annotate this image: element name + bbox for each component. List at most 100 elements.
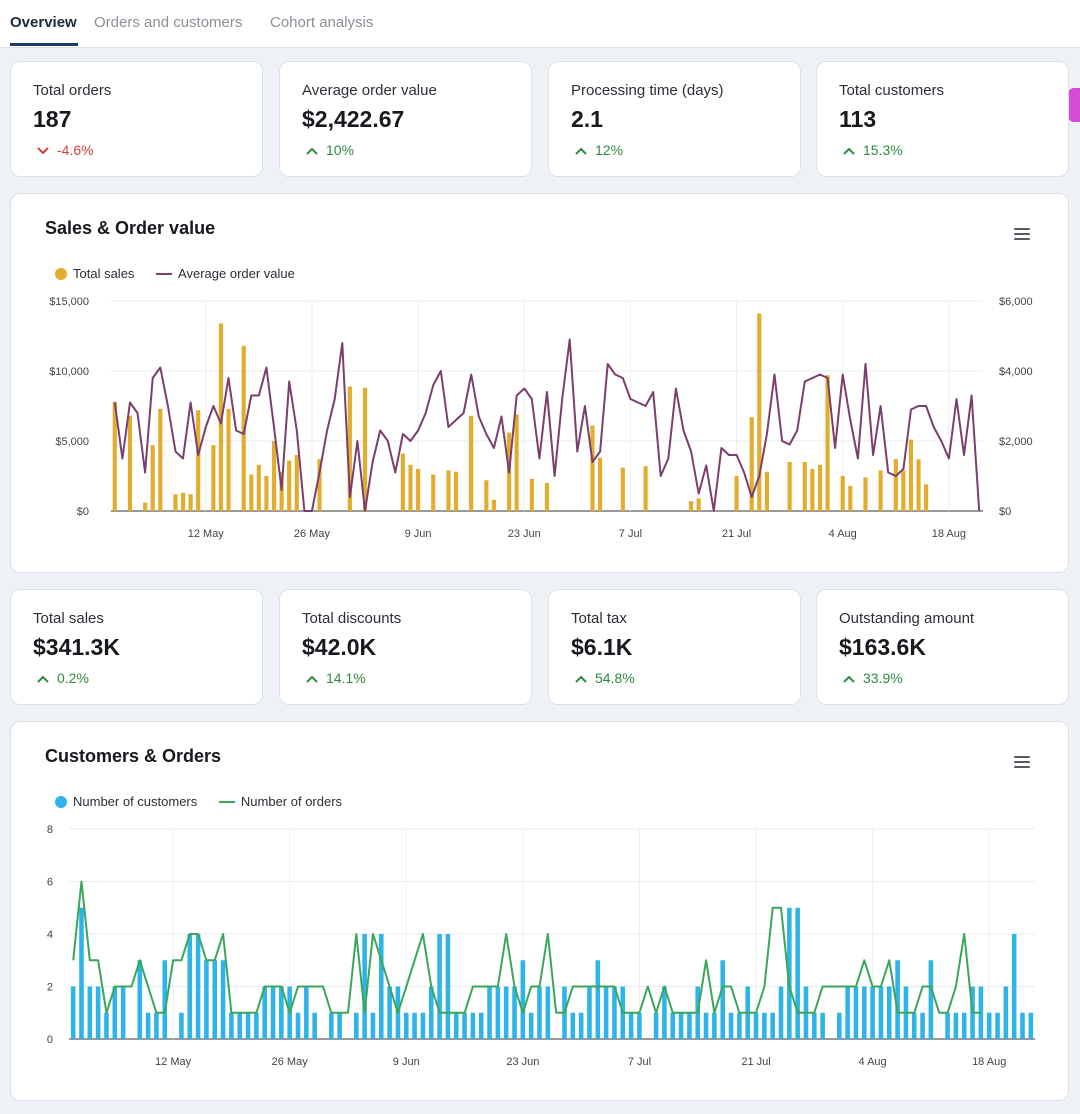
kpi-value: $42.0K: [302, 634, 377, 660]
bar: [678, 1012, 684, 1039]
bar: [329, 1012, 334, 1039]
kpi-value: 187: [33, 106, 72, 132]
series-line: [113, 338, 981, 512]
tab-cohort-analysis[interactable]: Cohort analysis: [270, 14, 374, 31]
bar: [603, 986, 609, 1039]
legend-item-total-sales[interactable]: Total sales: [55, 266, 134, 281]
bar: [687, 1012, 692, 1039]
bar: [470, 1012, 476, 1039]
kpi-delta: 54.8%: [575, 670, 635, 686]
bar: [104, 1012, 109, 1039]
kpi-label: Outstanding amount: [839, 610, 975, 627]
x-tick-label: 4 Aug: [859, 1056, 887, 1068]
chart-legend: Total sales Average order value: [55, 266, 313, 281]
bar: [544, 483, 550, 511]
active-tab-indicator: [10, 43, 78, 46]
kpi-label: Total customers: [839, 82, 945, 99]
y-right-tick-label: $2,000: [999, 436, 1033, 448]
bar: [179, 1012, 184, 1039]
legend-dot-icon: [55, 796, 67, 808]
legend-item-average-order-value[interactable]: Average order value: [156, 266, 295, 281]
y-tick-label: 8: [47, 824, 53, 836]
y-tick-label: $5,000: [55, 436, 89, 448]
legend-item-number-of-orders[interactable]: Number of orders: [218, 794, 342, 809]
bar: [127, 415, 133, 511]
bar: [1020, 1012, 1025, 1039]
bar: [95, 986, 101, 1039]
bar: [520, 960, 526, 1039]
bar: [696, 498, 701, 511]
bar: [120, 986, 126, 1039]
bar: [412, 1012, 417, 1039]
hamburger-menu-icon[interactable]: [1014, 228, 1030, 240]
bar: [840, 476, 845, 511]
x-tick-label: 26 May: [272, 1056, 309, 1068]
top-tab-bar: Overview Orders and customers Cohort ana…: [0, 0, 1080, 48]
legend-label: Average order value: [178, 266, 295, 281]
bar: [787, 462, 792, 511]
hamburger-menu-icon[interactable]: [1014, 756, 1030, 768]
bar: [628, 1012, 634, 1039]
bar: [347, 386, 352, 511]
kpi-value: 2.1: [571, 106, 603, 132]
kpi-delta: 12%: [575, 142, 623, 158]
arrow-up-icon: [37, 670, 51, 686]
kpi-total-tax: Total tax $6.1K 54.8%: [548, 589, 801, 705]
bar: [212, 960, 218, 1039]
bar: [245, 1012, 251, 1039]
customers-orders-chart-card: Customers & Orders Number of customers N…: [10, 721, 1069, 1101]
bar: [445, 934, 451, 1039]
x-tick-label: 7 Jul: [619, 528, 642, 540]
bar: [295, 1012, 301, 1039]
kpi-delta: 10%: [306, 142, 354, 158]
sales-order-value-chart: $0 $5,000 $10,000 $15,000 $0 $2,000 $4,000 $6,0…: [49, 296, 1033, 540]
bar: [895, 960, 900, 1039]
kpi-label: Total orders: [33, 82, 112, 99]
side-panel-toggle[interactable]: [1068, 88, 1080, 122]
kpi-delta: 15.3%: [843, 142, 903, 158]
bar: [961, 1012, 967, 1039]
bar: [462, 1012, 467, 1039]
y-tick-label: 0: [47, 1034, 53, 1046]
bar: [211, 445, 216, 511]
arrow-up-icon: [575, 670, 589, 686]
bar: [787, 907, 792, 1039]
bar: [878, 986, 884, 1039]
kpi-delta-value: -4.6%: [57, 142, 94, 158]
customers-orders-chart: 0 2 4 6 8 12 May 26 May 9 Jun 23 Jun 7 Jul 21 Jul 4…: [47, 824, 1035, 1068]
y-tick-label: 4: [47, 929, 53, 941]
bar: [812, 1012, 817, 1039]
chart-legend: Number of customers Number of orders: [55, 794, 360, 809]
kpi-delta-value: 10%: [326, 142, 355, 158]
bar: [362, 934, 367, 1039]
x-tick-label: 7 Jul: [628, 1056, 651, 1068]
kpi-delta-value: 0.2%: [57, 670, 89, 686]
x-tick-label: 21 Jul: [722, 528, 751, 540]
bar: [528, 1012, 534, 1039]
kpi-total-sales: Total sales $341.3K 0.2%: [10, 589, 263, 705]
tab-orders-and-customers[interactable]: Orders and customers: [94, 14, 243, 31]
bar: [529, 478, 534, 511]
x-tick-label: 4 Aug: [829, 528, 857, 540]
kpi-label: Total sales: [33, 610, 104, 627]
bar: [757, 313, 762, 511]
x-tick-label: 18 Aug: [932, 528, 966, 540]
bar: [420, 1012, 426, 1039]
bar: [945, 1012, 950, 1039]
bar: [893, 459, 898, 511]
bar: [254, 1012, 259, 1039]
bar: [802, 462, 807, 511]
arrow-down-icon: [37, 142, 51, 158]
kpi-average-order-value: Average order value $2,422.67 10%: [279, 61, 532, 177]
tab-overview[interactable]: Overview: [10, 14, 77, 31]
kpi-value: $2,422.67: [302, 106, 405, 132]
legend-item-number-of-customers[interactable]: Number of customers: [55, 794, 197, 809]
bar: [187, 934, 193, 1039]
bar: [770, 1012, 775, 1039]
y-tick-label: 6: [47, 877, 53, 889]
bar: [453, 471, 459, 511]
bar: [762, 1012, 767, 1039]
bar: [920, 1012, 925, 1039]
bar: [837, 1012, 842, 1039]
bar: [734, 476, 739, 511]
